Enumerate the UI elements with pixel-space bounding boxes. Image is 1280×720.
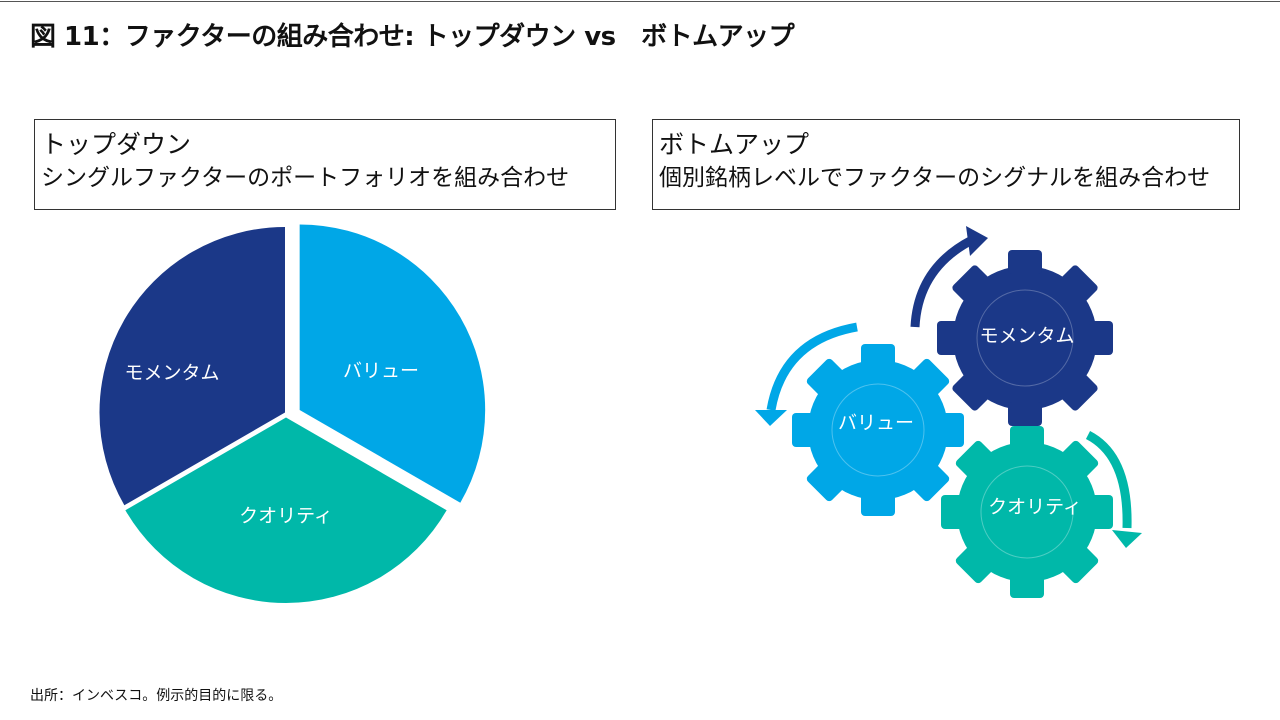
pie-slice-momentum (99, 227, 285, 506)
bottom-up-box: ボトムアップ 個別銘柄レベルでファクターのシグナルを組み合わせ (652, 119, 1240, 210)
top-down-description: シングルファクターのポートフォリオを組み合わせ (41, 165, 570, 191)
gear-value (792, 344, 964, 516)
rotation-arrow-value-head (755, 410, 787, 426)
gear-quality (941, 426, 1113, 598)
pie-label-value: バリュー (343, 360, 419, 382)
pie-slice-quality (125, 417, 447, 604)
top-down-heading: トップダウン (41, 130, 192, 159)
top-rule (0, 1, 1280, 2)
gear-label-momentum: モメンタム (979, 325, 1074, 347)
rotation-arrow-momentum (910, 236, 975, 328)
rotation-arrow-quality-head (1112, 530, 1142, 548)
pie-label-quality: クオリティ (239, 505, 333, 527)
pie-label-momentum: モメンタム (124, 362, 219, 384)
gear-momentum (937, 250, 1113, 426)
gear-label-quality: クオリティ (988, 496, 1082, 518)
bottom-up-description: 個別銘柄レベルでファクターのシグナルを組み合わせ (659, 165, 1211, 191)
bottom-up-heading: ボトムアップ (659, 130, 810, 159)
bottom-up-gears: モメンタム バリュー クオリティ (755, 226, 1142, 598)
page-title: 図 11：ファクターの組み合わせ: トップダウン vs ボトムアップ (30, 22, 795, 52)
source-note: 出所：インベスコ。例示的目的に限る。 (30, 688, 283, 704)
rotation-arrow-momentum-head (966, 226, 988, 256)
top-down-box: トップダウン シングルファクターのポートフォリオを組み合わせ (34, 119, 616, 210)
rotation-arrow-quality (1085, 430, 1132, 529)
gear-label-value: バリュー (838, 412, 914, 434)
pie-slice-value (299, 224, 486, 503)
rotation-arrow-value (766, 322, 858, 411)
top-down-pie: バリュー モメンタム クオリティ (99, 224, 486, 604)
